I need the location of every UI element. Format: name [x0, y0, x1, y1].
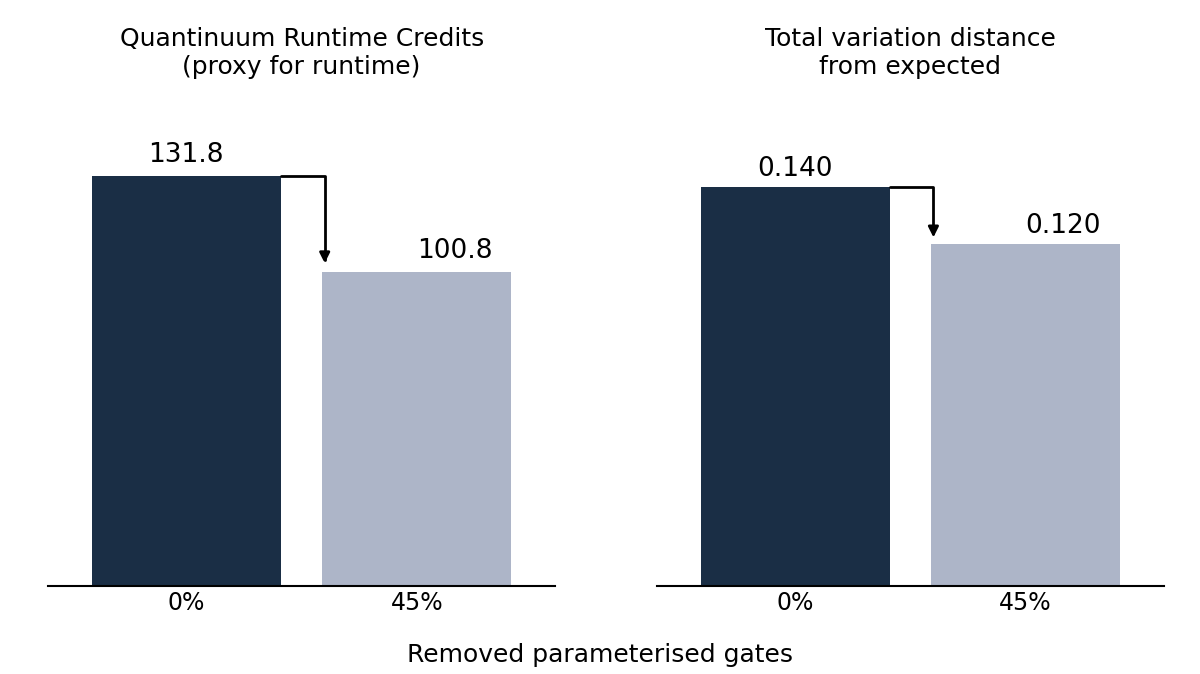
- Text: 0.140: 0.140: [757, 156, 833, 182]
- Title: Total variation distance
from expected: Total variation distance from expected: [764, 27, 1056, 79]
- Text: 100.8: 100.8: [416, 239, 492, 264]
- Bar: [92, 175, 281, 586]
- Text: 0.120: 0.120: [1026, 213, 1102, 239]
- Title: Quantinuum Runtime Credits
(proxy for runtime): Quantinuum Runtime Credits (proxy for ru…: [120, 27, 484, 79]
- Bar: [701, 187, 889, 586]
- Bar: [323, 272, 511, 586]
- Text: 131.8: 131.8: [149, 142, 224, 168]
- Bar: [931, 245, 1120, 586]
- Text: Removed parameterised gates: Removed parameterised gates: [407, 643, 793, 667]
